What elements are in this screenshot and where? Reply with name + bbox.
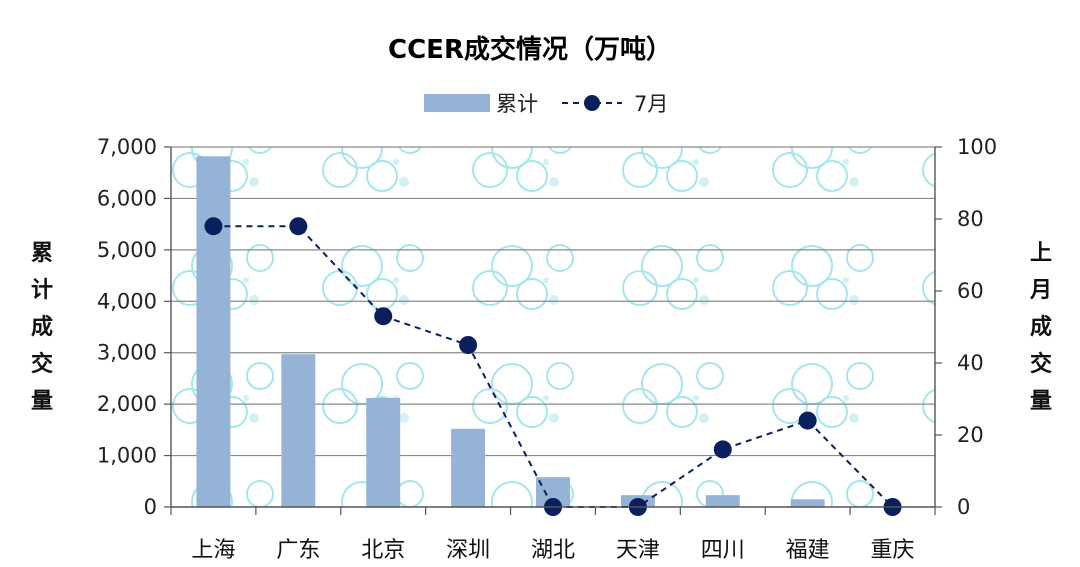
bar	[281, 354, 316, 507]
x-tick-label: 福建	[786, 538, 830, 563]
y2-tick-label: 60	[957, 279, 984, 303]
y2-tick-label: 80	[957, 207, 984, 231]
y2-tick-label: 20	[957, 423, 984, 447]
y2-axis-title: 上月成交量	[1029, 241, 1052, 414]
y-tick-label: 5,000	[97, 238, 157, 262]
bar	[705, 495, 740, 507]
legend-marker	[584, 95, 600, 111]
line-point	[204, 217, 223, 236]
y-axis-title: 累计成交量	[31, 241, 53, 414]
y-tick-label: 3,000	[97, 341, 157, 365]
bar	[790, 499, 825, 507]
x-tick-label: 深圳	[446, 538, 490, 563]
series-line	[213, 225, 894, 508]
x-tick-label: 天津	[616, 538, 660, 563]
line-series	[204, 217, 902, 516]
axes	[164, 146, 942, 515]
x-tick-label: 北京	[361, 538, 405, 563]
line-point	[459, 336, 478, 354]
tick-labels: 0 1,000 2,000 3,000 4,000 5,000 6,000 7,000 0 20 4…	[97, 135, 997, 563]
line-point	[374, 307, 393, 326]
line-point	[798, 411, 817, 430]
y-tick-label: 6,000	[97, 186, 157, 210]
x-tick-label: 四川	[701, 538, 745, 563]
y-tick-label: 4,000	[97, 289, 157, 313]
bar	[451, 428, 486, 507]
legend-label-line: 7月	[634, 92, 668, 116]
y-tick-label: 0	[144, 495, 157, 519]
bar	[196, 156, 231, 507]
y-tick-label: 1,000	[97, 444, 157, 468]
y2-tick-label: 100	[957, 135, 997, 159]
line-point	[713, 440, 732, 459]
bar-series	[196, 156, 825, 507]
x-tick-label: 湖北	[531, 538, 575, 563]
chart-title: CCER成交情况（万吨）	[388, 34, 672, 65]
legend-swatch-bar	[424, 94, 490, 112]
y-tick-label: 7,000	[97, 135, 157, 159]
x-tick-label: 重庆	[871, 538, 915, 563]
legend: 累计 7月	[424, 92, 668, 116]
bar	[366, 397, 401, 507]
line-point	[289, 217, 308, 236]
y-tick-label: 2,000	[97, 392, 157, 416]
y2-tick-label: 0	[957, 495, 970, 519]
y2-axis-title: 上月成交量	[1029, 241, 1052, 414]
x-tick-label: 上海	[191, 538, 235, 563]
legend-label-bar: 累计	[496, 92, 538, 116]
x-tick-label: 广东	[276, 538, 320, 563]
y2-tick-label: 40	[957, 351, 984, 375]
y-axis-title: 累计成交量	[31, 241, 53, 414]
